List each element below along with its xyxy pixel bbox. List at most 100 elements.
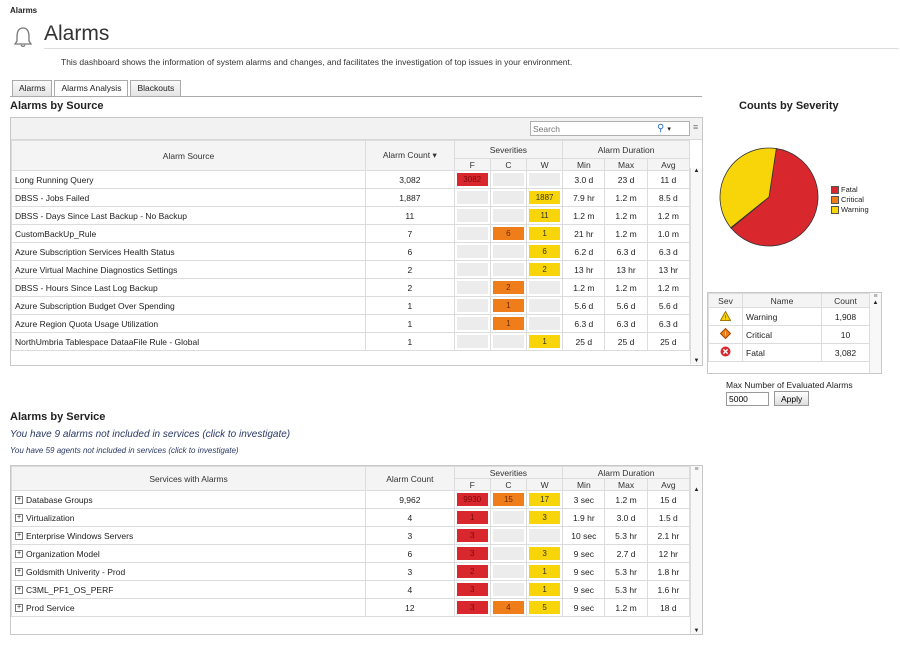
table-row[interactable]: + C3ML_PF1_OS_PERF 4 3 1 9 sec 5.3 hr 1.6 hr xyxy=(10,580,691,599)
column-chooser-icon[interactable]: ≡ xyxy=(693,122,699,132)
expand-icon[interactable]: + xyxy=(15,568,23,577)
scroll-down-icon[interactable]: ▼ xyxy=(693,628,700,634)
legend-item-critical: Critical xyxy=(831,195,869,204)
severity-scrollbar[interactable]: ≡ ▲ xyxy=(869,293,881,373)
severity-cell-c xyxy=(489,508,528,527)
col-alarm-source[interactable]: Alarm Source xyxy=(10,140,367,171)
row-name: Goldsmith Univerity - Prod xyxy=(26,566,126,577)
col-alarm-count[interactable]: Alarm Count ▾ xyxy=(365,140,455,171)
max-alarms-input[interactable] xyxy=(726,392,769,406)
table-row[interactable]: + Virtualization 4 1 3 1.9 hr 3.0 d 1.5 d xyxy=(10,508,691,527)
scroll-up-icon[interactable]: ▲ xyxy=(872,300,879,306)
source-scrollbar[interactable]: ▲ ▼ xyxy=(690,168,702,364)
col-fatal[interactable]: F xyxy=(453,158,491,171)
expand-icon[interactable]: + xyxy=(15,550,23,559)
table-row[interactable]: NorthUmbria Tablespace DataaFile Rule - … xyxy=(10,332,691,351)
tab-alarms-analysis[interactable]: Alarms Analysis xyxy=(54,80,129,97)
col-avg[interactable]: Avg xyxy=(646,158,691,171)
table-row[interactable]: Long Running Query 3,082 3082 3.0 d 23 d 11 d xyxy=(10,170,691,189)
severity-cell-w: 1 xyxy=(525,224,564,243)
col-count[interactable]: Count xyxy=(821,293,870,308)
severity-cell-c xyxy=(489,260,528,279)
table-row[interactable]: Azure Subscription Services Health Statu… xyxy=(10,242,691,261)
col-name[interactable]: Name xyxy=(742,293,822,308)
scroll-down-icon[interactable]: ▼ xyxy=(693,358,700,364)
page-title: Alarms xyxy=(44,22,110,45)
duration-avg: 12 hr xyxy=(646,544,691,563)
duration-max: 5.3 hr xyxy=(604,526,648,545)
severity-bar-c: 6 xyxy=(492,227,524,240)
alarm-count: 1,887 xyxy=(365,188,455,207)
duration-avg: 5.6 d xyxy=(646,296,691,315)
agents-not-in-services-link[interactable]: You have 59 agents not included in servi… xyxy=(10,446,239,455)
apply-button[interactable]: Apply xyxy=(774,391,810,406)
scroll-up-icon[interactable]: ▲ xyxy=(693,487,700,493)
duration-avg: 1.5 d xyxy=(646,508,691,527)
duration-avg: 2.1 hr xyxy=(646,526,691,545)
expand-icon[interactable]: + xyxy=(15,586,23,595)
table-row[interactable]: CustomBackUp_Rule 7 6 1 21 hr 1.2 m 1.0 m xyxy=(10,224,691,243)
max-alarms-label: Max Number of Evaluated Alarms xyxy=(726,380,853,390)
col-critical[interactable]: C xyxy=(489,158,528,171)
col-min[interactable]: Min xyxy=(562,158,606,171)
alarms-not-in-services-link[interactable]: You have 9 alarms not included in servic… xyxy=(10,429,291,440)
search-icon[interactable]: ⚲ xyxy=(657,123,665,134)
col-max[interactable]: Max xyxy=(604,478,648,491)
table-row[interactable]: + Enterprise Windows Servers 3 3 10 sec 5.3 h… xyxy=(10,526,691,545)
alarm-count: 2 xyxy=(365,260,455,279)
tab-blackouts[interactable]: Blackouts xyxy=(130,80,182,96)
scroll-up-icon[interactable]: ▲ xyxy=(693,168,700,174)
expand-icon[interactable]: + xyxy=(15,532,23,541)
alarms-by-source-heading: Alarms by Source xyxy=(10,100,104,112)
table-row[interactable]: Azure Virtual Machine Diagnostics Settin… xyxy=(10,260,691,279)
table-row[interactable]: DBSS - Hours Since Last Log Backup 2 2 1.2 … xyxy=(10,278,691,297)
fatal-swatch xyxy=(831,185,839,194)
row-name: Virtualization xyxy=(26,512,75,523)
table-row[interactable]: Azure Region Quota Usage Utilization 1 1 6.… xyxy=(10,314,691,333)
severity-cell-f xyxy=(453,296,491,315)
pie-slice-fatal[interactable] xyxy=(730,148,819,247)
col-fatal[interactable]: F xyxy=(453,478,491,491)
pie-slice-warning[interactable] xyxy=(719,147,777,229)
col-services-with-alarms[interactable]: Services with Alarms xyxy=(10,466,367,491)
table-row[interactable]: DBSS - Days Since Last Backup - No Backu… xyxy=(10,206,691,225)
svg-text:!: ! xyxy=(725,332,727,338)
table-row[interactable]: ! Critical 10 xyxy=(708,325,870,344)
severity-bar-w: 1887 xyxy=(529,191,561,204)
severity-bar-f xyxy=(456,227,488,240)
expand-icon[interactable]: + xyxy=(15,604,23,613)
col-avg[interactable]: Avg xyxy=(646,478,691,491)
row-name: Azure Subscription Services Health Statu… xyxy=(15,246,175,257)
col-warning[interactable]: W xyxy=(525,478,564,491)
col-sev[interactable]: Sev xyxy=(708,293,743,308)
col-service-severities: Severities xyxy=(453,466,564,479)
chevron-down-icon[interactable]: ▾ xyxy=(667,125,671,133)
duration-min: 3 sec xyxy=(562,490,606,509)
table-row[interactable]: Azure Subscription Budget Over Spending 1… xyxy=(10,296,691,315)
expand-icon[interactable]: + xyxy=(15,496,23,505)
table-row[interactable]: DBSS - Jobs Failed 1,887 1887 7.9 hr 1.2 m 8.… xyxy=(10,188,691,207)
col-warning[interactable]: W xyxy=(525,158,564,171)
column-chooser-icon[interactable]: ≡ xyxy=(873,293,878,300)
col-service-alarm-count[interactable]: Alarm Count xyxy=(365,466,455,491)
duration-avg: 25 d xyxy=(646,332,691,351)
tab-alarms[interactable]: Alarms xyxy=(12,80,53,96)
table-row[interactable]: + Goldsmith Univerity - Prod 3 2 1 9 sec 5.3 h… xyxy=(10,562,691,581)
row-name: Enterprise Windows Servers xyxy=(26,530,134,541)
source-search-box[interactable]: ⚲ ▾ xyxy=(530,121,690,136)
col-max[interactable]: Max xyxy=(604,158,648,171)
table-row[interactable]: ! Warning 1,908 xyxy=(708,307,870,326)
expand-icon[interactable]: + xyxy=(15,514,23,523)
source-search-input[interactable] xyxy=(531,123,649,134)
duration-min: 9 sec xyxy=(562,598,606,617)
duration-max: 1.2 m xyxy=(604,490,648,509)
col-min[interactable]: Min xyxy=(562,478,606,491)
table-row[interactable]: Fatal 3,082 xyxy=(708,343,870,362)
service-scrollbar[interactable]: ≡ ▲ ▼ xyxy=(690,466,702,634)
severity-cell-f: 2 xyxy=(453,562,491,581)
column-chooser-icon[interactable]: ≡ xyxy=(694,466,699,473)
table-row[interactable]: + Organization Model 6 3 3 9 sec 2.7 d 12 hr xyxy=(10,544,691,563)
col-critical[interactable]: C xyxy=(489,478,528,491)
table-row[interactable]: + Prod Service 12 3 4 5 9 sec 1.2 m 18 d xyxy=(10,598,691,617)
